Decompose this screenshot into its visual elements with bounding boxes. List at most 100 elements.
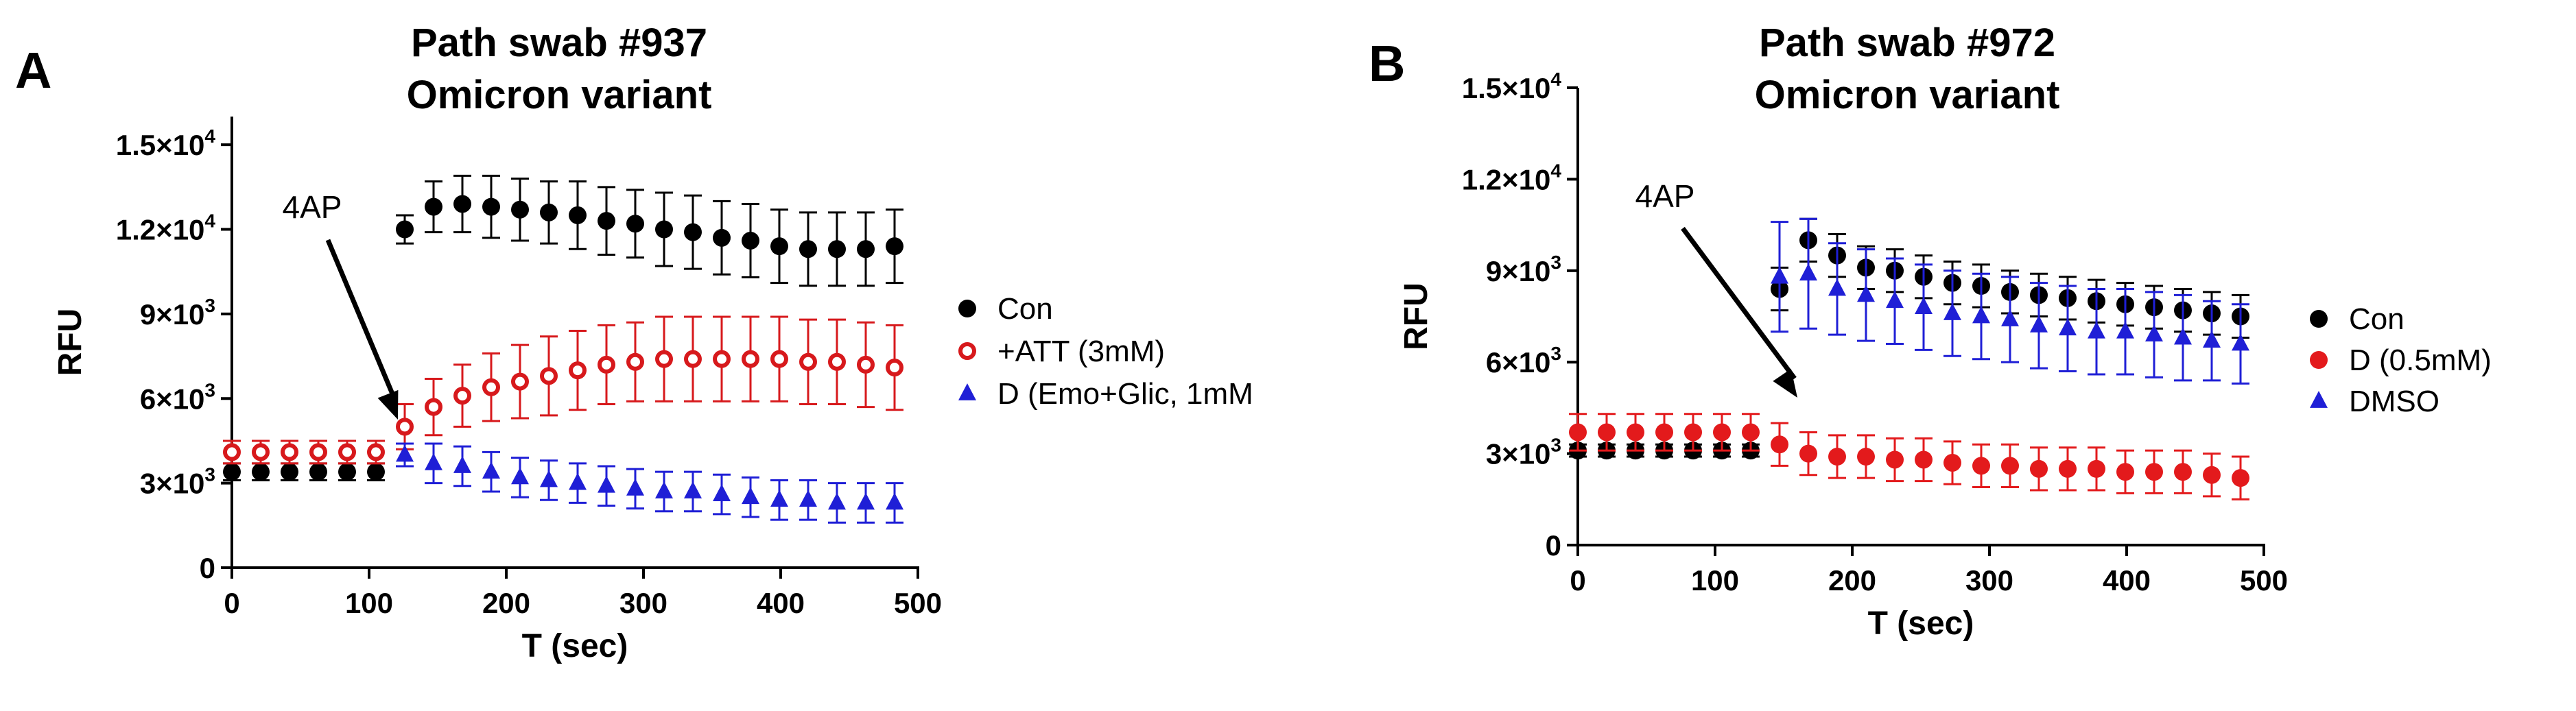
chart-title-line: Path swab #972 [1759, 21, 2055, 65]
data-point [626, 352, 644, 371]
data-point [713, 350, 731, 368]
panel-a: A Path swab #937 Omicron variant 0 3×103 6×10… [15, 21, 1253, 664]
data-point [2174, 463, 2192, 481]
data-point [828, 492, 846, 510]
legend-label: Con [2349, 302, 2404, 336]
series-2 [396, 442, 903, 524]
data-point [2116, 463, 2134, 481]
annotation-4ap: 4AP [1635, 178, 1695, 214]
legend-label: +ATT (3mM) [997, 335, 1165, 368]
data-point [857, 355, 875, 374]
y-tick-label: 6×103 [1486, 343, 1561, 378]
data-point [684, 481, 702, 498]
data-point [2203, 330, 2221, 348]
legend-label: D (0.5mM) [2349, 344, 2492, 377]
data-point [1857, 448, 1875, 466]
legend-label: Con [997, 292, 1053, 326]
data-point [1972, 457, 1990, 475]
data-point [453, 387, 471, 405]
data-point [482, 197, 500, 216]
data-point [713, 484, 731, 501]
data-point [309, 443, 327, 461]
annotation-arrow [1681, 226, 1797, 381]
x-tick-label: 500 [2240, 564, 2288, 596]
data-point [886, 359, 903, 377]
data-point [2174, 327, 2192, 345]
data-point [1828, 278, 1846, 296]
data-point [2145, 324, 2163, 342]
x-tick-label: 400 [757, 587, 805, 619]
y-tick-label: 1.2×104 [1462, 160, 1562, 195]
data-point [1684, 423, 1702, 442]
y-tick-label: 0 [200, 552, 215, 584]
series-1 [1569, 413, 2249, 501]
data-point [626, 479, 644, 496]
data-point [828, 240, 846, 258]
legend-label: D (Emo+Glic, 1mM [997, 377, 1253, 411]
data-point [540, 203, 558, 221]
data-point [1915, 297, 1933, 315]
data-point [886, 492, 903, 510]
data-point [1771, 435, 1788, 454]
data-point [770, 237, 788, 256]
legend-label: DMSO [2349, 385, 2439, 418]
data-point [281, 463, 298, 481]
data-point [1828, 448, 1846, 466]
data-point [425, 453, 442, 470]
data-point [770, 350, 788, 368]
data-point [1713, 423, 1731, 442]
data-point [598, 475, 615, 493]
annotation-arrow [325, 239, 398, 402]
data-point [2232, 469, 2249, 487]
data-point [828, 352, 846, 371]
data-point [569, 361, 587, 380]
data-point [2059, 318, 2077, 336]
data-point [1943, 453, 1961, 472]
data-point [770, 490, 788, 507]
data-point [2030, 315, 2048, 333]
data-point [453, 195, 471, 213]
y-tick-label: 1.5×104 [1462, 69, 1562, 104]
y-axis-label: RFU [1398, 282, 1434, 350]
y-tick-label: 3×103 [1486, 435, 1561, 470]
data-point [252, 463, 270, 481]
data-point [2116, 321, 2134, 339]
data-point [1915, 450, 1933, 469]
panel-letter: A [15, 42, 51, 99]
data-point [540, 470, 558, 487]
data-point [281, 443, 298, 461]
x-tick-label: 0 [224, 587, 239, 619]
data-point [2088, 459, 2105, 478]
data-point [2145, 463, 2163, 481]
annotation-arrowhead [1773, 368, 1797, 398]
data-point [453, 456, 471, 473]
x-axis-label: T (sec) [1868, 605, 1974, 642]
x-tick-label: 500 [894, 587, 942, 619]
y-tick-label: 3×103 [140, 464, 215, 500]
chart-title-line: Path swab #937 [411, 21, 707, 65]
y-tick-label: 9×103 [1486, 252, 1561, 287]
data-point [482, 461, 500, 479]
legend-marker [958, 300, 976, 317]
data-point [799, 352, 817, 371]
y-axis-label: RFU [52, 309, 88, 376]
data-point [799, 240, 817, 258]
series-1 [223, 315, 903, 465]
data-point [223, 463, 241, 481]
data-point [2030, 459, 2048, 478]
data-point [569, 472, 587, 490]
data-point [1598, 423, 1616, 442]
data-point [713, 228, 731, 247]
data-point [684, 223, 702, 241]
panel-letter: B [1369, 35, 1405, 92]
x-axis-label: T (sec) [522, 628, 628, 664]
series-2 [1771, 217, 2249, 385]
data-point [684, 350, 702, 368]
data-point [1886, 450, 1904, 469]
legend-marker [2310, 391, 2328, 408]
data-point [511, 200, 529, 219]
data-point [252, 443, 270, 461]
x-tick-label: 200 [1828, 564, 1876, 596]
data-point [396, 418, 414, 436]
